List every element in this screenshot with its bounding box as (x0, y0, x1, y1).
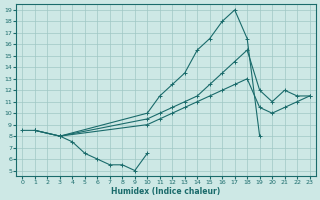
X-axis label: Humidex (Indice chaleur): Humidex (Indice chaleur) (111, 187, 221, 196)
